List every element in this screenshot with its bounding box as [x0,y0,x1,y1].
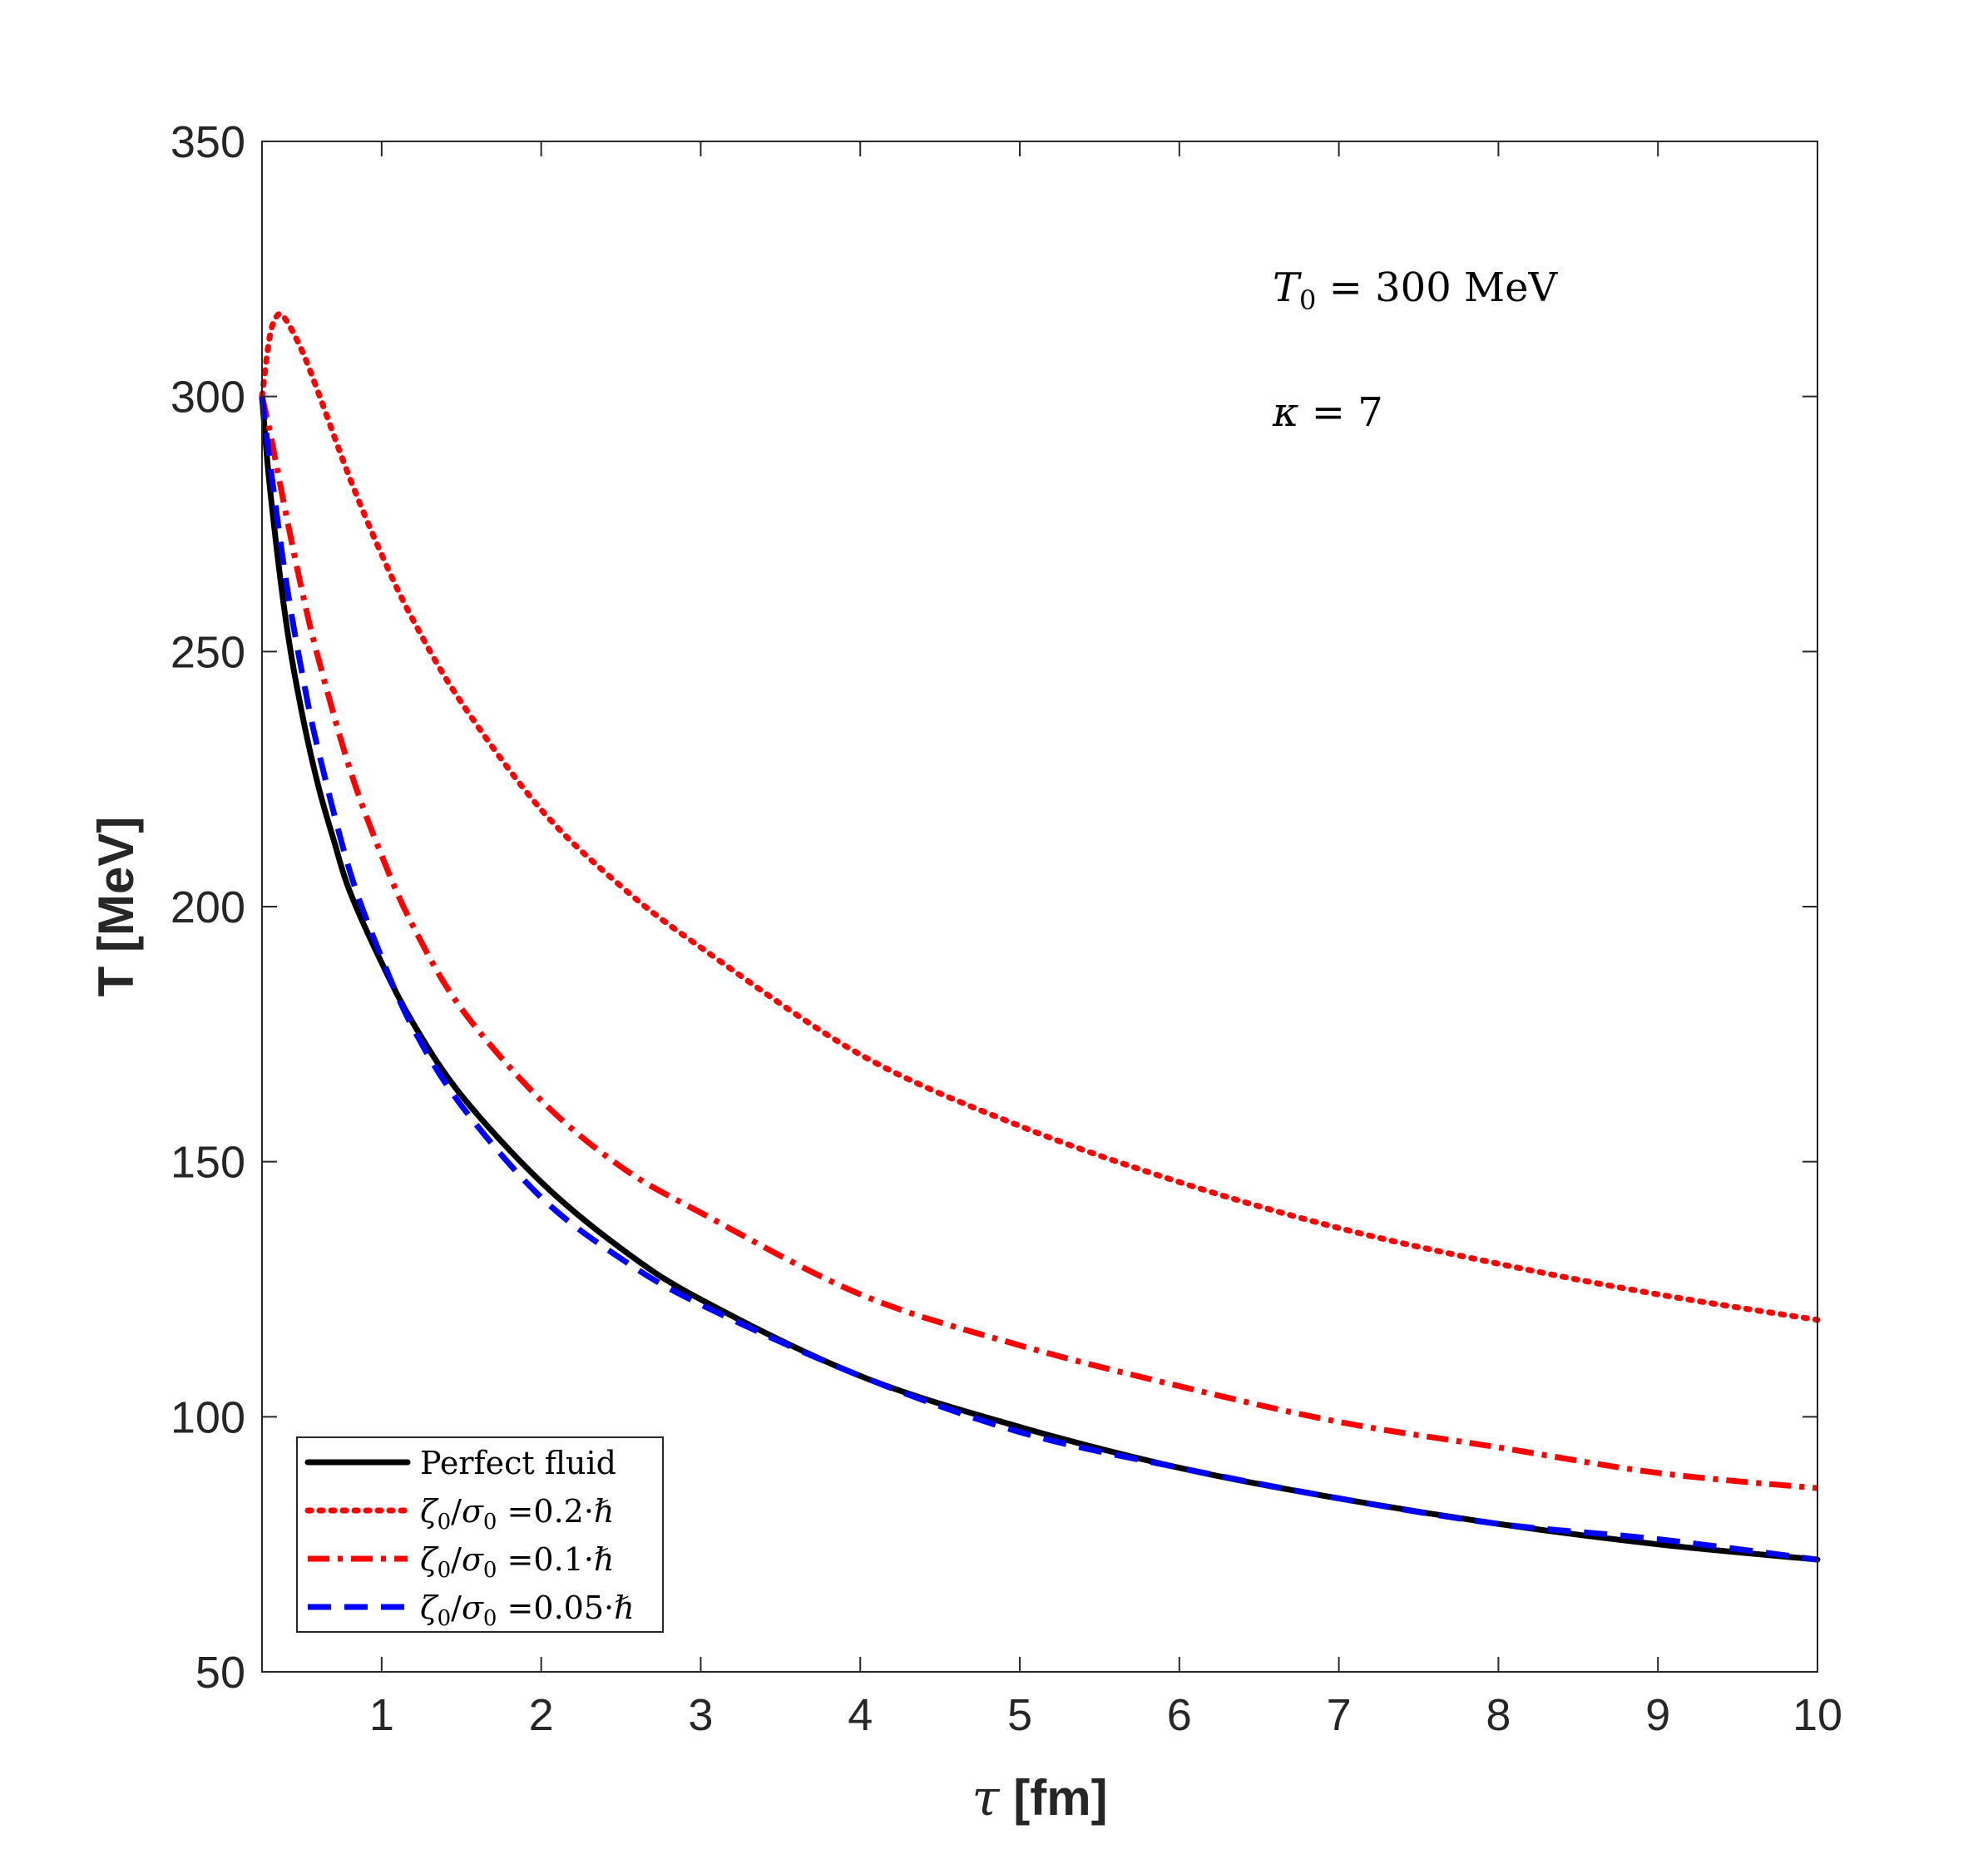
ticks-layer: 1 2 3 4 5 6 7 8 9 10 50 100 150 200 250 300 350 [171,117,1842,1740]
legend-hbar: ℏ [614,1590,634,1626]
annotation-kappa-value: = 7 [1298,389,1382,436]
legend-zeta-symbol: ζ [420,1493,439,1530]
legend-value: =0.1· [497,1541,593,1578]
x-tick-label: 6 [1167,1690,1192,1740]
x-tick-label: 3 [688,1690,713,1740]
legend-sigma-symbol: σ [462,1541,484,1578]
x-tick-label: 7 [1327,1690,1352,1740]
x-axis-title: τ [fm] [972,1769,1107,1827]
legend-zeta-subscript: 0 [438,1558,452,1583]
x-tick-label: 10 [1793,1690,1842,1740]
annotation-t0-subscript: 0 [1299,284,1316,316]
legend-box [296,1436,664,1633]
legend-sigma-symbol: σ [462,1590,484,1626]
curves-layer [259,310,1821,1563]
y-axis-title: T [MeV] [88,817,144,997]
y-tick-label: 200 [171,883,245,932]
legend: Perfect fluid ζ0/σ0 =0.2·ℏ ζ0/σ0 =0.1·ℏ … [296,1436,664,1633]
y-tick-label: 300 [171,373,245,423]
y-tick-label: 100 [171,1392,245,1442]
legend-label-zeta-0-1: ζ0/σ0 =0.1·ℏ [420,1541,614,1583]
legend-slash: / [451,1590,462,1626]
legend-sigma-symbol: σ [462,1493,484,1530]
annotation-t0-symbol: T [1273,265,1302,311]
series-perfect-fluid-line [259,393,1821,1563]
plot-frame [261,141,1818,1673]
y-tick-label: 250 [171,627,245,677]
x-axis-title-symbol: τ [972,1769,1000,1827]
legend-slash: / [451,1493,462,1530]
legend-lines [304,1459,411,1610]
legend-zeta-subscript: 0 [438,1510,452,1535]
annotation-t0-value: = 300 MeV [1316,265,1558,311]
x-tick-label: 4 [848,1690,873,1740]
x-tick-label: 8 [1486,1690,1511,1740]
annotation-t0: T0 = 300 MeV [1273,265,1559,316]
legend-hbar: ℏ [594,1493,614,1530]
series-zeta-0-1-line [259,395,1818,1491]
plot-area [262,141,1817,1672]
legend-label-zeta-0-05: ζ0/σ0 =0.05·ℏ [420,1590,635,1631]
legend-sigma-subscript: 0 [483,1606,497,1631]
x-axis-title-unit: [fm] [1013,1770,1107,1826]
legend-value: =0.2· [497,1493,593,1530]
legend-zeta-symbol: ζ [420,1590,439,1626]
y-tick-label: 350 [171,117,245,167]
y-tick-label: 50 [195,1648,245,1698]
y-tick-label: 150 [171,1138,245,1188]
x-tick-label: 5 [1007,1690,1032,1740]
annotation-kappa-symbol: κ [1272,389,1298,436]
annotation-kappa: κ = 7 [1272,389,1383,436]
x-tick-label: 9 [1645,1690,1670,1740]
x-tick-label: 1 [369,1690,394,1740]
legend-label-perfect-fluid: Perfect fluid [420,1445,616,1481]
legend-sigma-subscript: 0 [483,1558,497,1583]
legend-hbar: ℏ [594,1541,614,1578]
x-tick-label: 2 [529,1690,554,1740]
series-zeta-0-2-line [259,310,1821,1323]
legend-slash: / [451,1541,462,1578]
legend-zeta-subscript: 0 [438,1606,452,1631]
legend-sigma-subscript: 0 [483,1510,497,1535]
legend-label-zeta-0-2: ζ0/σ0 =0.2·ℏ [420,1493,614,1535]
legend-value: =0.05· [497,1590,614,1626]
legend-zeta-symbol: ζ [420,1541,439,1578]
series-zeta-0-05-line [259,396,1818,1563]
